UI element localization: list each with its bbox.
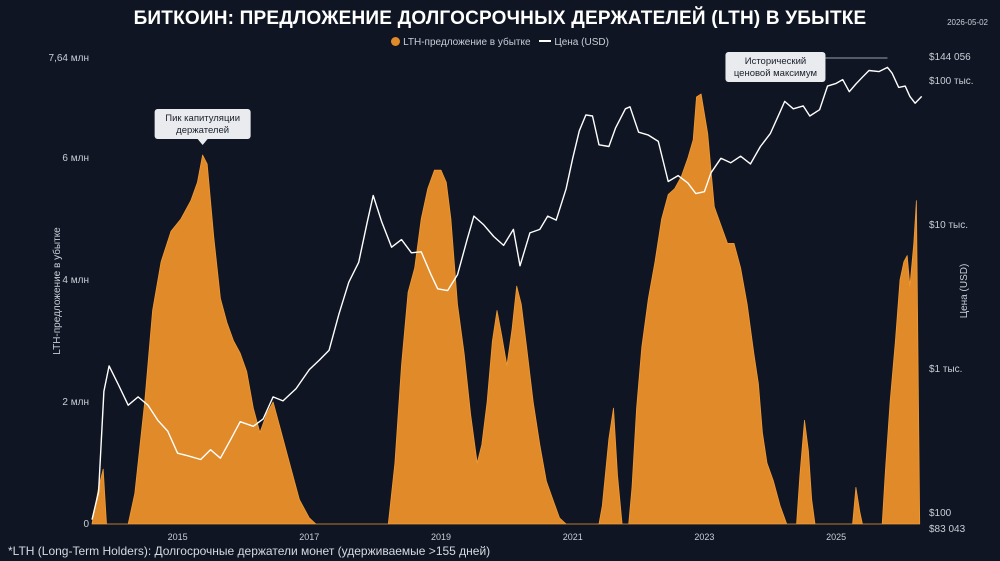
chart-title: БИТКОИН: ПРЕДЛОЖЕНИЕ ДОЛГОСРОЧНЫХ ДЕРЖАТ…: [133, 8, 867, 29]
legend-supply-swatch: [391, 37, 401, 46]
annotation-text: ценовой максимум: [734, 68, 817, 79]
y-left-tick-label: 6 млн: [62, 153, 89, 164]
y-right-tick-label: $83 043: [929, 524, 966, 535]
y-left-tick-label: 7,64 млн: [49, 53, 89, 64]
supply-area: [91, 93, 921, 525]
annotation-text: держателей: [176, 125, 229, 136]
x-tick-label: 2019: [431, 532, 451, 542]
chart-legend: LTH-предложение в убытке Цена (USD): [0, 37, 1000, 48]
chart-date: 2026-05-02: [947, 18, 988, 27]
annotation-text: Исторический: [745, 56, 806, 67]
y-right-axis-title: Цена (USD): [959, 264, 970, 319]
legend-price-swatch: [539, 40, 552, 42]
y-right-tick-label: $100: [929, 508, 952, 519]
x-tick-label: 2015: [168, 532, 188, 542]
x-tick-label: 2023: [694, 532, 714, 542]
y-left-axis-title: LTH-предложение в убытке: [51, 227, 63, 355]
annotation-box: [154, 108, 251, 139]
x-tick-label: 2021: [563, 532, 583, 542]
legend-supply-label: LTH-предложение в убытке: [403, 37, 531, 48]
x-tick-label: 2017: [299, 532, 319, 542]
annotation-text: Пик капитуляции: [165, 113, 240, 124]
price-line: [91, 66, 923, 520]
y-right-tick-label: $100 тыс.: [929, 76, 974, 87]
y-right-tick-label: $1 тыс.: [929, 364, 962, 375]
legend-price-label: Цена (USD): [554, 37, 609, 48]
y-left-tick-label: 0: [83, 519, 89, 530]
y-left-tick-label: 4 млн: [62, 275, 89, 286]
y-right-tick-label: $10 тыс.: [929, 220, 968, 231]
footnote: *LTH (Long-Term Holders): Долгосрочные д…: [8, 544, 491, 558]
annotation-box: [725, 52, 826, 82]
y-left-tick-label: 2 млн: [62, 397, 89, 408]
y-right-tick-label: $144 056: [929, 52, 971, 63]
x-tick-label: 2025: [826, 532, 846, 542]
annotation-pointer: [197, 138, 208, 145]
